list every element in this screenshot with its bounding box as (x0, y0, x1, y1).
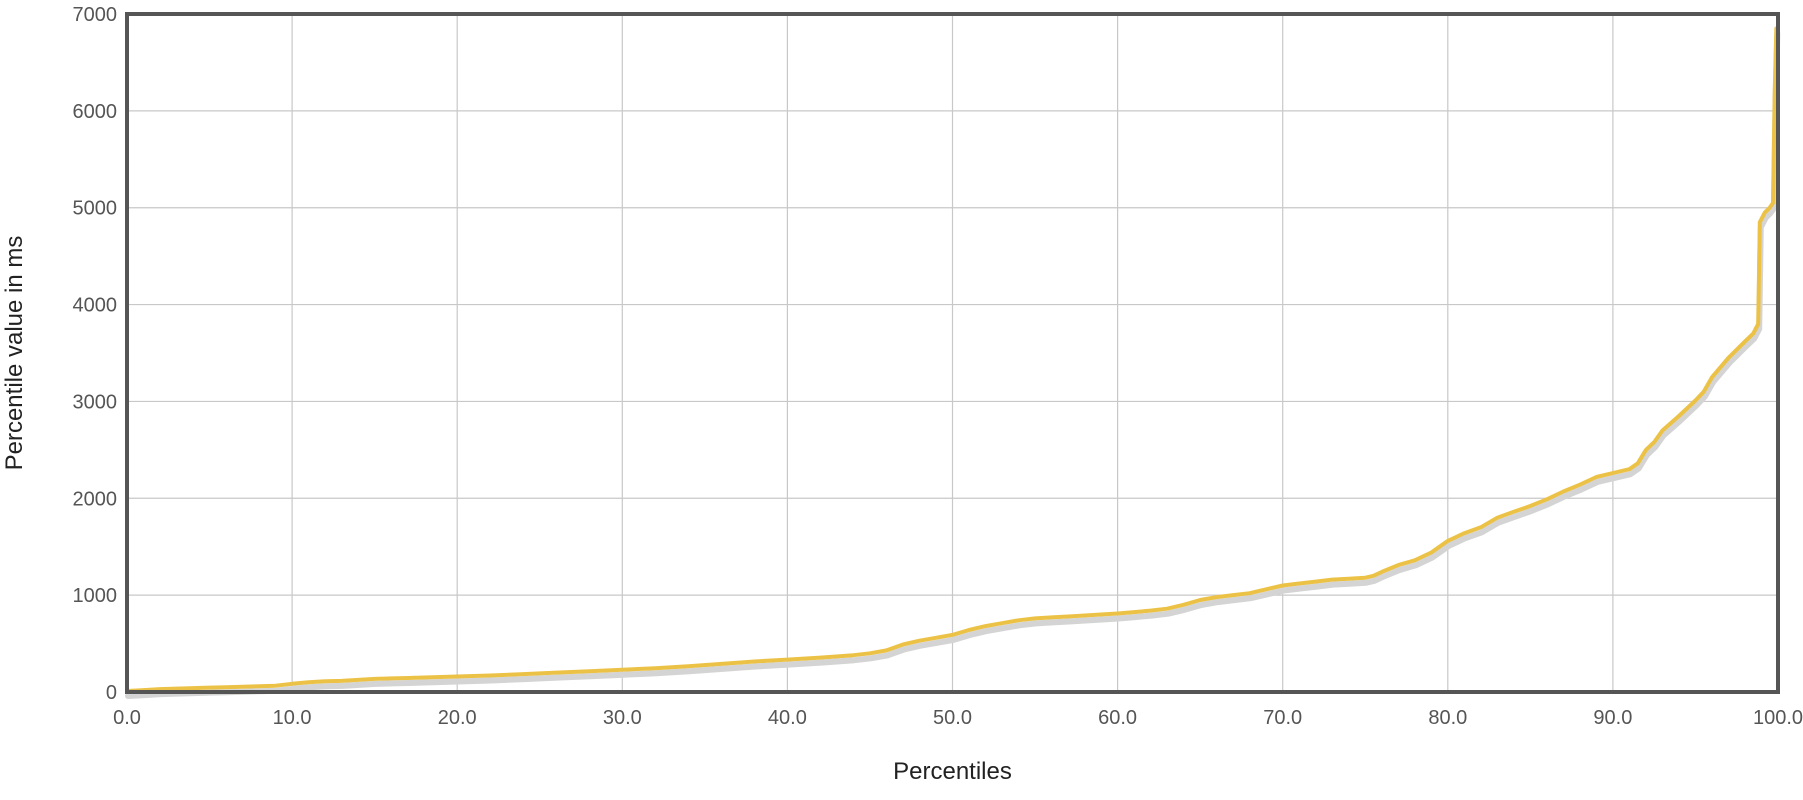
x-tick-label: 40.0 (768, 707, 807, 729)
tick-labels: 0.0 10.0 20.0 30.0 40.0 50.0 60.0 70.0 80.0 90.0 1… (73, 4, 1803, 729)
x-tick-label: 100.0 (1753, 707, 1803, 729)
x-tick-label: 90.0 (1593, 707, 1632, 729)
x-tick-label: 0.0 (113, 707, 141, 729)
series-shadow (125, 30, 1781, 699)
y-tick-label: 3000 (73, 391, 118, 413)
y-tick-label: 5000 (73, 198, 118, 220)
x-tick-label: 50.0 (933, 707, 972, 729)
y-axis-title: Percentile value in ms (1, 236, 28, 471)
x-tick-label: 10.0 (273, 707, 312, 729)
x-tick-label: 30.0 (603, 707, 642, 729)
plot-frame (125, 12, 1780, 694)
series-layer (125, 26, 1781, 699)
y-tick-label: 4000 (73, 295, 118, 317)
series-line (125, 26, 1779, 693)
y-tick-label: 0 (106, 682, 117, 704)
grid-lines (126, 13, 1779, 693)
x-tick-label: 70.0 (1263, 707, 1302, 729)
x-tick-label: 20.0 (438, 707, 477, 729)
x-tick-label: 60.0 (1098, 707, 1137, 729)
y-tick-label: 6000 (73, 101, 118, 123)
y-tick-label: 1000 (73, 585, 118, 607)
x-axis-title: Percentiles (893, 758, 1012, 785)
x-tick-label: 80.0 (1428, 707, 1467, 729)
y-tick-label: 7000 (73, 4, 118, 26)
y-tick-label: 2000 (73, 488, 118, 510)
